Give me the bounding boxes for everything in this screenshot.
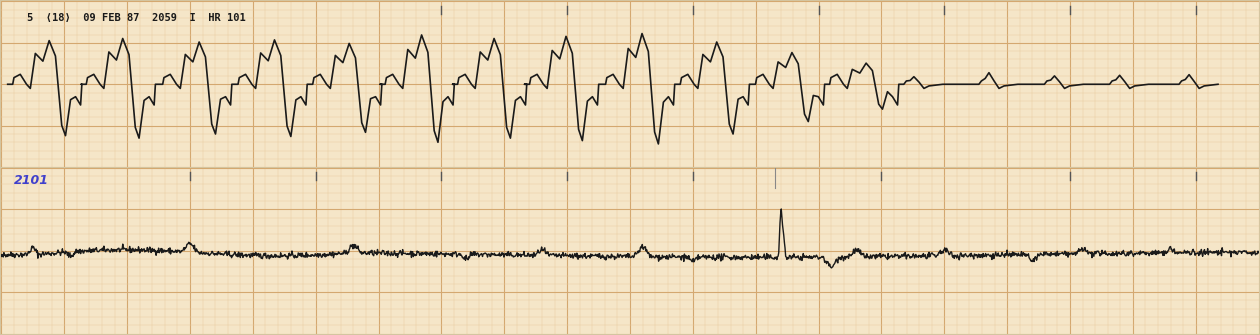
Text: 5  ⟨18⟩  09 FEB 87  2059  I  HR 101: 5 ⟨18⟩ 09 FEB 87 2059 I HR 101 <box>26 13 246 23</box>
Text: 2101: 2101 <box>14 175 49 188</box>
